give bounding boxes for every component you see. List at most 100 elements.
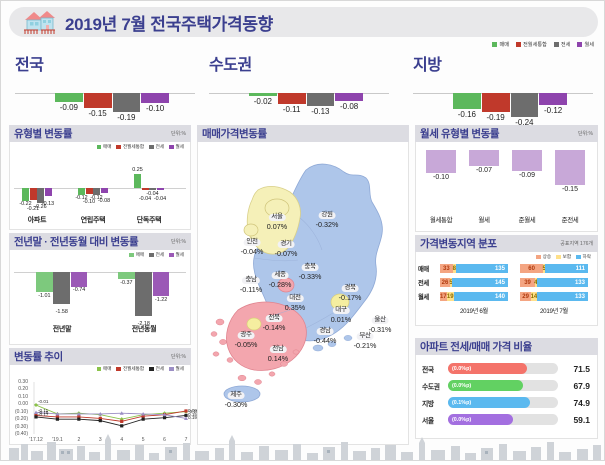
distribution-row: 매매 33 8 135 bbox=[418, 264, 508, 273]
map-region-value: -0.44% bbox=[313, 335, 337, 345]
segment-flat: 14 bbox=[530, 292, 538, 301]
bar-매매: -0.37 bbox=[118, 272, 135, 286]
legend-label: 보합 bbox=[562, 254, 572, 259]
bar-rect bbox=[55, 93, 83, 102]
legend-swatch bbox=[169, 144, 174, 150]
region-bar: -0.09 bbox=[55, 93, 83, 123]
map-region-value: -0.30% bbox=[224, 399, 248, 409]
zero-axis bbox=[14, 272, 186, 273]
panel-body: 매매 전월세통합 전세 월세 -0.22 -0.21 -0.26 -0.13 아파트 -0.12… bbox=[9, 142, 191, 230]
bar-value-label: -0.08 bbox=[97, 198, 111, 205]
panel-unit: 단위:% bbox=[170, 131, 186, 137]
bar-전세: -0.12 bbox=[90, 188, 103, 201]
legend-swatch bbox=[116, 144, 121, 150]
bar-rect bbox=[277, 93, 306, 104]
chart-legend: 매매 전월세통합 전세 월세 bbox=[10, 142, 190, 150]
category-label: 연립주택 bbox=[80, 217, 106, 224]
monthly-category-label: 월세통합 bbox=[429, 217, 453, 224]
bar-value-label: -0.09 bbox=[59, 102, 78, 112]
legend-item: 월세 bbox=[169, 366, 184, 372]
distribution-row-label: 월세 bbox=[418, 294, 429, 301]
legend-label: 상승 bbox=[542, 254, 552, 259]
distribution-stacked-bar: 265145 bbox=[440, 278, 508, 287]
monthly-bar-value: -0.09 bbox=[519, 171, 535, 179]
x-axis-tick: '19.1 bbox=[52, 437, 63, 443]
map-region-name: 경남 bbox=[316, 327, 334, 335]
map-region-충남: 충남 -0.11% bbox=[240, 269, 262, 293]
monthly-bar-value: -0.15 bbox=[562, 185, 578, 193]
trend-start-label: -0.11 bbox=[38, 407, 49, 413]
panel-unit: 공표지역 176개 bbox=[560, 241, 593, 247]
x-axis-tick: 3 bbox=[98, 437, 102, 443]
map-region-name: 울산 bbox=[371, 316, 389, 324]
top-legend: 매매 전월세통합 전세 월세 bbox=[492, 41, 594, 48]
distribution-stacked-bar: 33 8 135 bbox=[440, 264, 508, 273]
panel-body: 서울 0.07% 강원 -0.32% 인천 -0.04% 경기 -0.07% 충북 -0.33% 세… bbox=[197, 142, 409, 445]
map-region-name: 충남 bbox=[242, 276, 260, 284]
monthly-bar-value: -0.07 bbox=[476, 167, 492, 175]
panel-unit: 단위:% bbox=[170, 354, 186, 360]
bar-매매: -0.12 bbox=[75, 188, 88, 201]
legend-swatch bbox=[169, 252, 174, 258]
bar-전세: -2.18 bbox=[135, 272, 153, 327]
panel-monthly-rent-change: 월세 유형별 변동률 단위:% -0.10 월세통합 -0.07 월세 -0.09 준월세… bbox=[415, 125, 598, 232]
bar-rect bbox=[453, 93, 481, 109]
bar-value-label: -0.12 bbox=[90, 195, 103, 202]
legend-swatch bbox=[169, 366, 174, 372]
bar-매매: 0.25 bbox=[132, 167, 143, 189]
legend-item: 매매 bbox=[96, 144, 111, 150]
legend-item: 매매 bbox=[129, 252, 144, 258]
bar-월세: -1.22 bbox=[152, 272, 170, 303]
bar-rect bbox=[118, 272, 135, 280]
panel-unit: 단위:% bbox=[577, 131, 593, 137]
panel-body: 매매 전월세통합 전세 월세 0.30 0.20 0.10 0.00 (0.10) (0.20)… bbox=[9, 365, 198, 445]
map-region-경남: 경남 -0.44% bbox=[314, 320, 337, 344]
ratio-value: 67.9 bbox=[573, 380, 590, 391]
segment-up: 39 bbox=[520, 278, 536, 287]
legend-swatch bbox=[553, 42, 559, 47]
region-title: 수도권 bbox=[209, 57, 252, 74]
chart-legend: 상승 보합 하락 bbox=[416, 252, 597, 260]
monthly-category-label: 월세 bbox=[478, 217, 490, 224]
segment-flat: 8 bbox=[452, 264, 456, 273]
segment-flat: 5 bbox=[542, 264, 546, 273]
region-bar: -0.12 bbox=[539, 93, 567, 123]
map-region-name: 세종 bbox=[271, 271, 289, 279]
legend-item: 하락 bbox=[576, 254, 591, 260]
bar-월세: -0.04 bbox=[154, 188, 166, 202]
zero-axis bbox=[14, 188, 186, 189]
bar-rect bbox=[141, 93, 169, 103]
legend-item: 전세 bbox=[553, 41, 570, 48]
bar-value-label: -0.13 bbox=[41, 201, 55, 208]
segment-down: 111 bbox=[545, 264, 588, 273]
y-axis-tick: (0.40) bbox=[14, 431, 28, 437]
bar-rect bbox=[306, 93, 335, 106]
bar-전월세통합: -0.10 bbox=[83, 188, 95, 205]
bar-rect bbox=[135, 272, 153, 316]
panel-yoy-change-rate: 전년말 · 전년동월 대비 변동률 단위:% 매매 전세 월세 -1.01 -1.58… bbox=[9, 233, 191, 345]
bar-value-label: -0.04 bbox=[138, 195, 152, 202]
legend-label: 월세 bbox=[175, 252, 184, 257]
map-region-경기: 경기 -0.07% bbox=[275, 233, 298, 257]
monthly-bar bbox=[426, 150, 456, 173]
trend-start-label: -0.15 bbox=[38, 409, 49, 415]
bar-rect bbox=[83, 93, 112, 108]
bar-rect bbox=[85, 188, 93, 194]
bar-value-label: -0.24 bbox=[515, 117, 534, 127]
region-bars: -0.16 -0.19 -0.24 -0.12 bbox=[453, 93, 567, 127]
bar-group: -0.12 -0.10 -0.12 -0.08 연립주택 bbox=[75, 188, 110, 224]
bar-value-label: -2.18 bbox=[137, 321, 150, 328]
legend-item: 월세 bbox=[169, 252, 184, 258]
panel-title: 전년말 · 전년동월 대비 변동률 bbox=[14, 236, 139, 248]
region-bar: -0.16 bbox=[453, 93, 481, 123]
region-title: 지방 bbox=[413, 57, 442, 74]
distribution-row: 605111 bbox=[520, 264, 588, 273]
segment-up: 17 bbox=[439, 292, 447, 301]
bar-rect bbox=[93, 188, 100, 195]
ratio-row: 수도권 (0.0%p) 67.9 bbox=[422, 380, 590, 391]
monthly-bar bbox=[469, 150, 499, 167]
map-region-세종: 세종 -0.28% bbox=[269, 264, 292, 288]
legend-swatch bbox=[536, 254, 541, 260]
region-bar: -0.02 bbox=[249, 93, 277, 123]
